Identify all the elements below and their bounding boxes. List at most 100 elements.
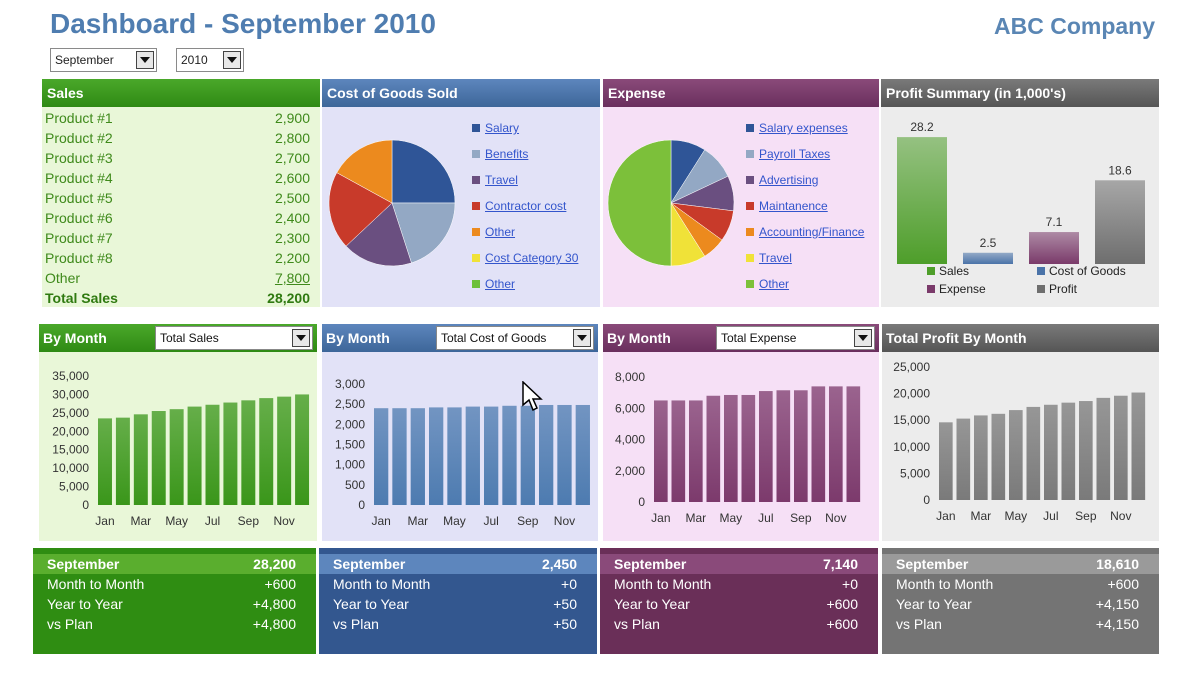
summary-row: vs Plan +4,800	[33, 614, 316, 634]
summary-value: +4,150	[1095, 616, 1139, 632]
chevron-down-icon[interactable]	[854, 329, 872, 347]
data-label: 18.6	[1108, 163, 1132, 177]
expense-pie-chart	[607, 139, 735, 267]
summary-row: Month to Month +600	[882, 574, 1159, 594]
legend-item: Cost Category 30	[472, 245, 578, 271]
sales-month-select[interactable]: Total Sales	[155, 326, 313, 350]
bar	[1061, 402, 1076, 500]
legend-link[interactable]: Maintanence	[759, 199, 828, 213]
data-label: 2.5	[980, 236, 997, 250]
legend-link[interactable]: Cost Category 30	[485, 251, 579, 265]
legend-item: Benefits	[472, 141, 578, 167]
cogs-month-header: By Month Total Cost of Goods	[322, 324, 598, 352]
sales-row-label: Product #5	[45, 190, 113, 206]
profit-month-chart: 25,000 20,000 15,000 10,000 5,000 0 Jan Mar May J…	[893, 360, 1146, 523]
chevron-down-icon[interactable]	[573, 329, 591, 347]
bar	[447, 407, 462, 505]
bar	[205, 404, 220, 505]
bar	[706, 395, 721, 502]
bar	[115, 417, 130, 505]
summary-value: +0	[842, 576, 858, 592]
sales-row-value: 2,200	[274, 250, 310, 266]
bar	[963, 252, 1013, 264]
legend-link[interactable]: Benefits	[485, 147, 529, 161]
bar	[223, 402, 238, 505]
legend-item: Other	[746, 271, 864, 297]
x-tick-label: Jul	[1043, 509, 1058, 523]
summary-label: Year to Year	[47, 596, 123, 612]
legend-link[interactable]: Travel	[485, 173, 518, 187]
bar	[392, 408, 407, 505]
legend-link[interactable]: Payroll Taxes	[759, 147, 831, 161]
sales-row-label: Product #2	[45, 130, 113, 146]
y-tick-label: 30,000	[52, 387, 89, 401]
expense-panel-title: Expense	[608, 85, 666, 101]
summary-label: Month to Month	[896, 576, 994, 592]
y-tick-label: 8,000	[615, 370, 645, 384]
cogs-month-select[interactable]: Total Cost of Goods	[436, 326, 594, 350]
legend-link[interactable]: Contractor cost	[485, 199, 567, 213]
year-dropdown[interactable]: 2010	[176, 48, 244, 72]
bar	[133, 414, 148, 505]
y-tick-label: 5,000	[59, 480, 89, 494]
profit-month-title: Total Profit By Month	[886, 330, 1027, 346]
legend-label: Cost of Goods	[1049, 264, 1126, 278]
pie-slice	[391, 139, 456, 204]
summary-value: +600	[1107, 576, 1139, 592]
cogs-panel-title: Cost of Goods Sold	[327, 85, 458, 101]
legend-link[interactable]: Other	[759, 277, 790, 291]
summary-label: Year to Year	[333, 596, 409, 612]
y-tick-label: 0	[82, 498, 89, 512]
bar	[557, 404, 572, 505]
summary-label: vs Plan	[614, 616, 660, 632]
bar	[1009, 410, 1023, 500]
profit-month-panel: Total Profit By Month 25,000 20,000 15,000…	[882, 324, 1159, 541]
summary-label: Month to Month	[333, 576, 431, 592]
legend-link[interactable]: Other	[485, 225, 516, 239]
legend-swatch	[746, 124, 754, 132]
chevron-down-icon[interactable]	[223, 51, 241, 69]
bar	[956, 418, 971, 500]
summary-value: +4,150	[1095, 596, 1139, 612]
summary-label: Year to Year	[614, 596, 690, 612]
legend-item: Accounting/Finance	[746, 219, 864, 245]
x-tick-label: Jul	[483, 514, 498, 528]
bar	[1044, 404, 1058, 500]
expense-summary: September 7,140 Month to Month +0 Year to Ye…	[600, 548, 878, 654]
x-tick-label: Nov	[825, 511, 846, 525]
pie-slice	[607, 139, 672, 267]
x-tick-label: Nov	[273, 514, 294, 528]
legend-swatch	[1037, 285, 1045, 293]
legend-link[interactable]: Advertising	[759, 173, 819, 187]
summary-row: vs Plan +4,150	[882, 614, 1159, 634]
legend-link[interactable]: Other	[485, 277, 516, 291]
x-tick-label: May	[443, 514, 466, 528]
summary-value: +50	[553, 596, 577, 612]
y-tick-label: 15,000	[893, 413, 930, 427]
expense-month-select[interactable]: Total Expense	[716, 326, 875, 350]
legend-item: Payroll Taxes	[746, 141, 864, 167]
summary-row: Month to Month +0	[600, 574, 878, 594]
sales-total-row: Total Sales 28,200	[42, 288, 320, 307]
legend-link[interactable]: Accounting/Finance	[759, 225, 865, 239]
sales-row: Product #8 2,200	[42, 248, 320, 268]
sales-row: Other 7,800	[42, 268, 320, 288]
bar	[520, 405, 535, 505]
y-tick-label: 10,000	[52, 461, 89, 475]
legend-swatch	[472, 280, 480, 288]
summary-label: September	[614, 556, 687, 572]
chevron-down-icon[interactable]	[136, 51, 154, 69]
legend-link[interactable]: Salary	[485, 121, 520, 135]
y-tick-label: 10,000	[893, 440, 930, 454]
expense-month-select-value: Total Expense	[721, 331, 797, 345]
x-tick-label: Jul	[758, 511, 773, 525]
bar	[741, 394, 756, 502]
profit-summary-chart: 28.2 2.5 7.1 18.6 Sales Cost of Goods Expense P…	[897, 120, 1145, 296]
year-dropdown-value: 2010	[181, 53, 208, 67]
bar	[187, 406, 202, 505]
x-tick-label: Jan	[371, 514, 390, 528]
legend-link[interactable]: Travel	[759, 251, 792, 265]
month-dropdown[interactable]: September	[50, 48, 157, 72]
chevron-down-icon[interactable]	[292, 329, 310, 347]
legend-link[interactable]: Salary expenses	[759, 121, 848, 135]
